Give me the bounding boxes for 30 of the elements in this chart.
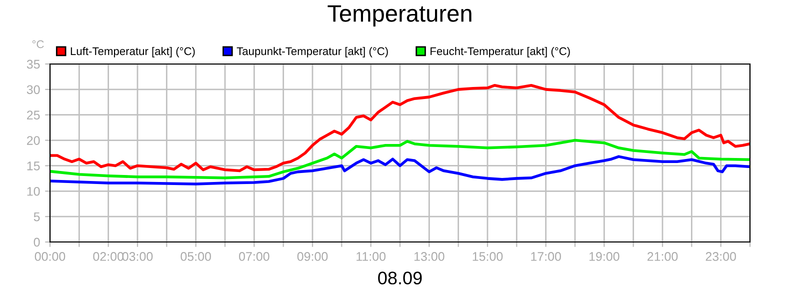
y-axis-title: °C — [32, 40, 44, 48]
x-tick-label: 23:00 — [706, 252, 736, 261]
x-tick-label: 03:00 — [122, 252, 153, 261]
y-tick-label: 20 — [27, 136, 40, 145]
x-tick-label: 21:00 — [647, 252, 678, 261]
x-tick-label: 02:00 — [93, 252, 124, 261]
legend-label: Luft-Temperatur [akt] (°C) — [70, 46, 195, 58]
y-tick-label: 25 — [27, 110, 40, 120]
x-tick-label: 00:00 — [34, 252, 66, 261]
x-tick-label: 05:00 — [180, 252, 211, 261]
x-tick-label: 13:00 — [414, 252, 444, 261]
line-series — [50, 155, 750, 186]
y-tick-label: 0 — [34, 238, 40, 247]
chart-title: Temperaturen — [328, 5, 472, 27]
x-axis-title: 08.09 — [378, 272, 422, 284]
y-tick-label: 30 — [26, 85, 40, 94]
y-tick-label: 10 — [27, 186, 40, 196]
line-series — [50, 84, 750, 172]
x-tick-label: 17:00 — [531, 252, 561, 261]
x-tick-label: 11:00 — [356, 252, 386, 261]
legend-label: Feucht-Temperatur [akt] (°C) — [430, 46, 570, 58]
x-tick-label: 19:00 — [589, 252, 620, 261]
line-series — [50, 138, 750, 180]
y-tick-label: 5 — [34, 212, 40, 222]
y-tick-label: 35 — [26, 60, 40, 69]
x-tick-label: 15:00 — [472, 252, 503, 261]
x-tick-label: 09:00 — [297, 252, 328, 261]
y-tick-label: 15 — [27, 162, 40, 170]
x-tick-label: 07:00 — [239, 252, 270, 261]
legend-label: Taupunkt-Temperatur [akt] (°C) — [236, 46, 388, 58]
